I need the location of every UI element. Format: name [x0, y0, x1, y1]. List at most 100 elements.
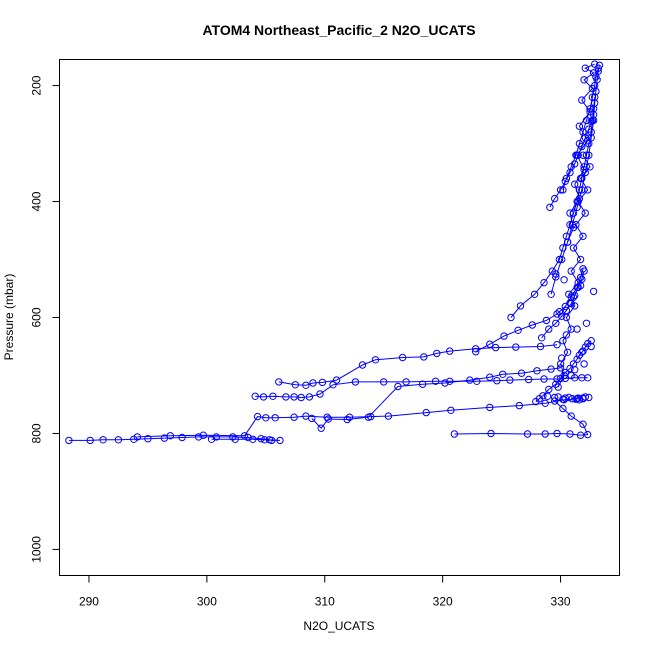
data-point [144, 435, 152, 443]
data-point [572, 151, 580, 159]
data-point [552, 273, 560, 281]
data-point [523, 430, 532, 438]
x-tick-label: 300 [197, 595, 217, 609]
data-point [384, 412, 393, 420]
data-point [551, 393, 559, 402]
data-point [576, 431, 585, 439]
x-axis: 290 300 310 320 330 [79, 575, 571, 609]
data-point [507, 313, 515, 322]
data-point [538, 334, 546, 342]
y-tick-label: 600 [30, 307, 44, 327]
data-point [65, 436, 73, 445]
data-point [249, 435, 257, 443]
series-line [510, 97, 596, 318]
data-point [592, 73, 600, 81]
data-point [332, 376, 341, 384]
data-point [541, 430, 549, 438]
data-point [571, 180, 579, 188]
data-point [500, 332, 508, 340]
data-point [562, 331, 571, 339]
data-point [269, 392, 277, 400]
data-point [579, 232, 587, 241]
data-point [317, 424, 325, 432]
data-point [99, 436, 107, 444]
data-series [450, 397, 592, 439]
data-point [351, 378, 360, 386]
data-point [486, 340, 494, 348]
data-point [594, 64, 602, 72]
data-point [441, 379, 449, 387]
data-point [559, 337, 567, 345]
data-point [574, 151, 582, 159]
data-series [559, 64, 602, 194]
data-point [535, 395, 543, 403]
data-point [555, 255, 564, 264]
data-point [589, 110, 598, 119]
data-point [584, 430, 592, 439]
data-point [566, 299, 574, 307]
data-point [566, 364, 574, 373]
data-point [316, 390, 324, 398]
plot-frame [59, 59, 620, 576]
data-point [581, 393, 589, 401]
data-point [262, 414, 270, 422]
data-point [487, 429, 495, 438]
chart-title: ATOM4 Northeast_Pacific_2 N2O_UCATS [202, 22, 475, 38]
data-point [282, 393, 290, 401]
data-point [579, 128, 587, 136]
data-series [275, 341, 561, 389]
data-point [573, 325, 581, 333]
data-point [251, 392, 259, 400]
data-point [569, 223, 578, 232]
data-point [542, 316, 551, 325]
data-point [493, 377, 501, 385]
data-series [535, 270, 598, 404]
data-point [562, 313, 571, 322]
data-series [308, 364, 565, 432]
data-point [530, 290, 539, 298]
data-point [547, 290, 555, 298]
data-point [551, 194, 559, 203]
data-point [556, 374, 565, 383]
data-point [380, 378, 388, 386]
data-point [558, 255, 566, 264]
data-point [533, 367, 541, 375]
data-point [309, 379, 317, 387]
y-tick-label: 800 [30, 423, 44, 443]
data-point [576, 281, 585, 290]
data-point [402, 378, 410, 386]
data-point [579, 420, 587, 428]
data-point [525, 375, 533, 384]
data-point [318, 378, 327, 387]
data-point [584, 186, 592, 194]
y-axis: 200 400 600 800 1000 [30, 75, 60, 563]
data-point [207, 435, 216, 443]
data-point [562, 306, 571, 315]
data-point [578, 96, 586, 104]
data-point [569, 244, 578, 252]
data-point [506, 376, 514, 384]
data-point [394, 382, 402, 391]
data-point [589, 287, 598, 296]
data-point [582, 116, 591, 125]
data-point [561, 368, 569, 377]
data-point [558, 312, 566, 320]
data-point [575, 122, 584, 130]
data-series [65, 433, 284, 445]
x-axis-label: N2O_UCATS [303, 619, 374, 633]
data-point [563, 238, 572, 246]
data-point [562, 174, 571, 183]
series-line [562, 68, 599, 191]
data-point [343, 415, 351, 424]
data-point [575, 194, 584, 203]
data-point [199, 431, 208, 439]
data-point [517, 369, 526, 377]
data-point [433, 349, 441, 358]
data-point [567, 371, 575, 380]
data-point [178, 433, 186, 442]
data-point [552, 380, 560, 388]
data-point [371, 356, 380, 364]
data-point [591, 81, 599, 90]
data-point [398, 353, 407, 362]
